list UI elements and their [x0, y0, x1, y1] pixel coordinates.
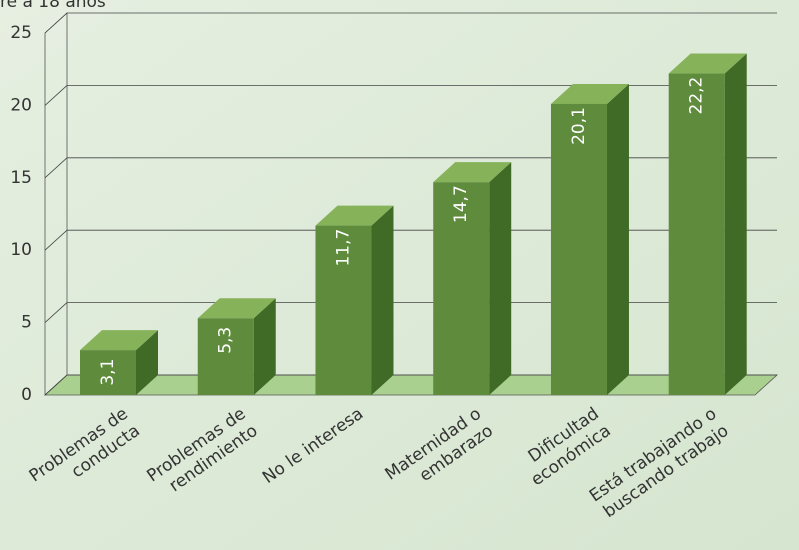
y-tick-label: 20	[10, 95, 32, 115]
grid-line	[44, 302, 68, 323]
bar-front	[197, 318, 254, 395]
bar-side	[606, 83, 629, 396]
bar-front	[315, 225, 372, 395]
y-tick-label: 5	[21, 313, 32, 333]
bar-front	[550, 103, 607, 396]
value-label: 11,7	[333, 229, 353, 267]
bar-top	[80, 330, 158, 351]
y-tick-label: 0	[21, 385, 32, 405]
bar	[433, 162, 512, 395]
bar	[668, 53, 747, 395]
bar-side	[371, 205, 394, 395]
bar-top	[433, 162, 512, 183]
grid-line	[44, 374, 68, 396]
bar-front	[668, 73, 725, 395]
value-label: 5,3	[216, 327, 236, 354]
bar-top	[668, 53, 747, 74]
value-label: 14,7	[451, 185, 471, 223]
bar-top	[197, 298, 276, 319]
bar	[315, 205, 394, 395]
bar	[80, 330, 158, 395]
value-label: 20,1	[569, 107, 589, 145]
grid-line	[44, 229, 68, 251]
value-label: 3,1	[98, 359, 118, 386]
bar-front	[433, 182, 490, 395]
bar-side	[253, 298, 276, 395]
y-tick-label: 10	[10, 240, 32, 260]
grid-line	[44, 157, 68, 179]
y-tick-label: 15	[10, 168, 32, 188]
bar-side	[136, 330, 158, 395]
floor	[43, 374, 779, 396]
bar-side	[724, 53, 747, 395]
bar-top	[315, 205, 394, 226]
bar	[550, 83, 629, 396]
bar	[197, 298, 276, 395]
grid-line	[44, 12, 68, 34]
grid-line	[44, 85, 68, 106]
y-tick-label: 25	[10, 23, 32, 43]
value-label: 22,2	[687, 77, 707, 115]
bar-top	[550, 83, 629, 104]
bar-front	[80, 350, 136, 395]
chart-title: re a 18 años	[0, 0, 106, 12]
bar-side	[489, 162, 512, 395]
